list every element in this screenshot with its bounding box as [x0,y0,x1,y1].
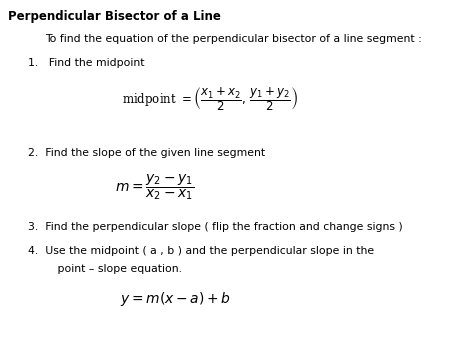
Text: 2.  Find the slope of the given line segment: 2. Find the slope of the given line segm… [28,148,265,158]
Text: $m = \dfrac{y_2 - y_1}{x_2 - x_1}$: $m = \dfrac{y_2 - y_1}{x_2 - x_1}$ [115,172,194,202]
Text: point – slope equation.: point – slope equation. [40,264,182,274]
Text: To find the equation of the perpendicular bisector of a line segment :: To find the equation of the perpendicula… [45,34,422,44]
Text: Perpendicular Bisector of a Line: Perpendicular Bisector of a Line [8,10,221,23]
Text: 4.  Use the midpoint ( a , b ) and the perpendicular slope in the: 4. Use the midpoint ( a , b ) and the pe… [28,246,374,256]
Text: $y = m(x - a) + b$: $y = m(x - a) + b$ [120,290,230,308]
Text: 3.  Find the perpendicular slope ( flip the fraction and change signs ): 3. Find the perpendicular slope ( flip t… [28,222,403,232]
Text: midpoint $= \left(\dfrac{x_1 + x_2}{2},\, \dfrac{y_1 + y_2}{2}\right)$: midpoint $= \left(\dfrac{x_1 + x_2}{2},\… [122,85,298,113]
Text: 1.   Find the midpoint: 1. Find the midpoint [28,58,144,68]
